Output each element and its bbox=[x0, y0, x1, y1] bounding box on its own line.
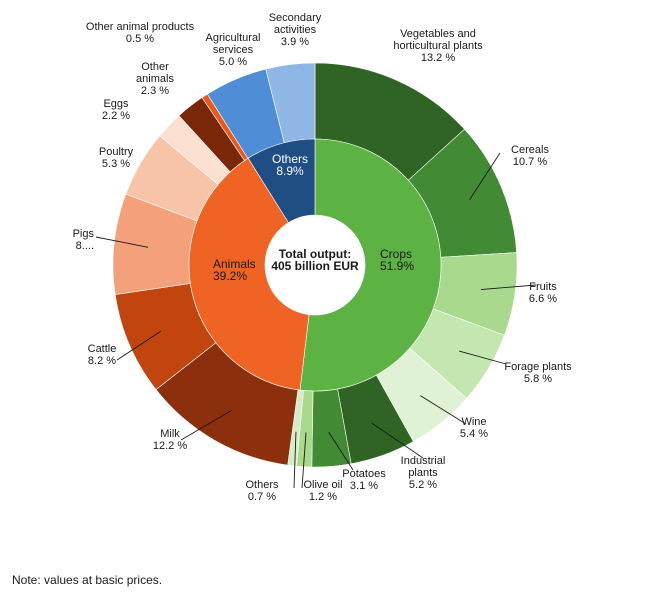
inner-label-animals: Animals 39.2% bbox=[213, 257, 256, 283]
leader-line-wine bbox=[420, 395, 467, 425]
outer-label-olive-oil: Olive oil 1.2 % bbox=[303, 479, 342, 503]
outer-label-others: Others 0.7 % bbox=[245, 479, 279, 503]
leader-line-forage-plants bbox=[458, 350, 507, 365]
outer-label-agricultural-services: Agricultural services 5.0 % bbox=[205, 32, 260, 68]
slice-inner-crops bbox=[299, 138, 442, 392]
leader-line-pigs bbox=[95, 236, 149, 248]
inner-label-crops: Crops 51.9% bbox=[380, 247, 414, 273]
chart-note: Note: values at basic prices. bbox=[12, 573, 163, 587]
outer-label-pigs: Pigs 8.... bbox=[73, 228, 95, 252]
slice-inner-animals bbox=[188, 157, 310, 391]
outer-label-milk: Milk 12.2 % bbox=[153, 428, 187, 452]
leader-line-others bbox=[293, 431, 297, 489]
donut-chart: Crops 51.9% Animals 39.2% Others 8.9% Total ou… bbox=[73, 12, 573, 503]
center-label: Total output: 405 billion EUR bbox=[271, 247, 359, 273]
leader-line-cereals bbox=[469, 152, 501, 200]
outer-label-potatoes: Potatoes 3.1 % bbox=[342, 468, 386, 492]
outer-label-wine: Wine 5.4 % bbox=[460, 416, 488, 440]
outer-label-industrial-plants: Industrial plants 5.2 % bbox=[401, 455, 446, 491]
outer-label-cereals: Cereals 10.7 % bbox=[511, 144, 549, 168]
slice-inner-others bbox=[247, 138, 316, 224]
leader-line-cattle bbox=[116, 330, 162, 361]
outer-label-eggs: Eggs 2.2 % bbox=[102, 98, 130, 122]
outer-label-vegetables-and-horticultural-plants: Vegetables and horticultural plants 13.2 % bbox=[393, 28, 483, 64]
leader-line-fruits bbox=[480, 284, 537, 290]
outer-label-fruits: Fruits 6.6 % bbox=[529, 281, 557, 305]
leader-line-milk bbox=[180, 410, 232, 441]
outer-label-poultry: Poultry 5.3 % bbox=[99, 146, 134, 170]
outer-label-forage-plants: Forage plants 5.8 % bbox=[504, 361, 572, 385]
outer-label-secondary-activities: Secondary activities 3.9 % bbox=[269, 12, 322, 48]
outer-label-cattle: Cattle 8.2 % bbox=[88, 343, 117, 367]
leader-line-olive-oil bbox=[301, 432, 307, 489]
leader-line-potatoes bbox=[328, 431, 354, 471]
leader-line-industrial-plants bbox=[371, 422, 424, 459]
outer-label-other-animals: Other animals 2.3 % bbox=[136, 61, 174, 97]
outer-label-other-animal-products: Other animal products 0.5 % bbox=[86, 21, 195, 45]
inner-label-others: Others 8.9% bbox=[272, 152, 308, 178]
